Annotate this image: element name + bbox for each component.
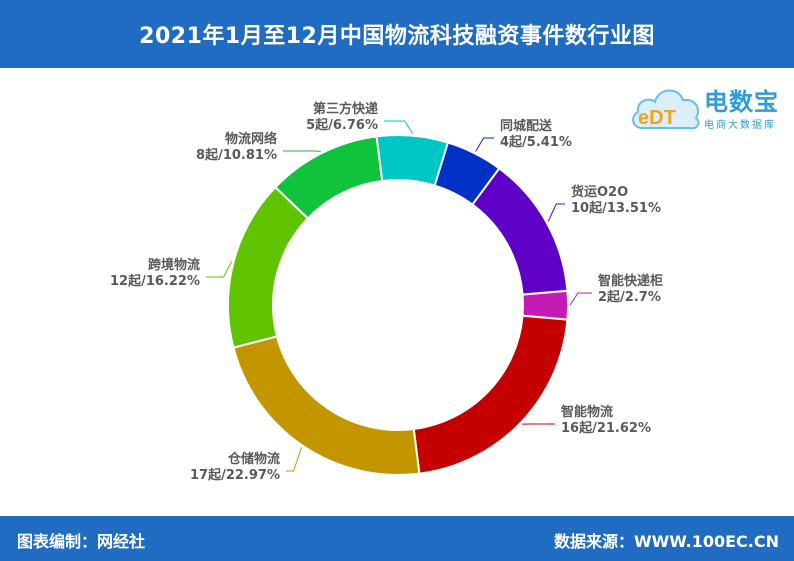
leader-line-3 xyxy=(206,261,233,278)
slice-label-4: 物流网络 xyxy=(225,131,277,147)
slice-value-6: 4起/5.41% xyxy=(500,134,572,150)
slice-label-2: 仓储物流 xyxy=(227,451,280,467)
title-bar: 2021年1月至12月中国物流科技融资事件数行业图 xyxy=(0,0,794,68)
slice-1 xyxy=(412,314,569,475)
slice-value-4: 8起/10.81% xyxy=(196,147,277,163)
logo-subtitle: 电商大数据库 xyxy=(704,120,776,131)
data-source: 数据来源：WWW.100EC.CN xyxy=(553,532,779,551)
slice-0 xyxy=(521,289,569,321)
slice-7 xyxy=(471,167,569,296)
chart-title: 2021年1月至12月中国物流科技融资事件数行业图 xyxy=(139,24,655,49)
leader-line-2 xyxy=(286,447,302,472)
leader-line-0 xyxy=(569,292,592,306)
slice-value-5: 5起/6.76% xyxy=(306,117,378,133)
logo-name: 电数宝 xyxy=(704,88,779,116)
slice-value-0: 2起/2.7% xyxy=(598,289,661,305)
slice-label-5: 第三方快递 xyxy=(313,101,378,117)
slice-label-0: 智能快递柜 xyxy=(598,273,663,289)
slice-label-6: 同城配送 xyxy=(500,118,553,134)
slice-label-1: 智能物流 xyxy=(561,404,613,420)
slice-value-3: 12起/16.22% xyxy=(110,273,200,289)
cloud-logo-icon: eDT xyxy=(632,89,700,130)
leader-line-7 xyxy=(547,203,565,222)
logo-mark: eDT xyxy=(638,107,676,129)
slice-3 xyxy=(227,185,310,349)
slice-value-2: 17起/22.97% xyxy=(190,467,280,483)
leader-line-5 xyxy=(384,120,414,134)
logo: eDT 电数宝 电商大数据库 xyxy=(628,76,788,136)
slice-value-7: 10起/13.51% xyxy=(571,200,661,216)
slice-label-3: 跨境物流 xyxy=(148,257,200,273)
chart-editor: 图表编制：网经社 xyxy=(17,532,146,551)
footer-bar: 图表编制：网经社 数据来源：WWW.100EC.CN xyxy=(0,516,794,561)
leader-line-6 xyxy=(475,137,494,152)
slice-label-7: 货运O2O xyxy=(571,184,628,200)
slice-value-1: 16起/21.62% xyxy=(561,420,651,436)
